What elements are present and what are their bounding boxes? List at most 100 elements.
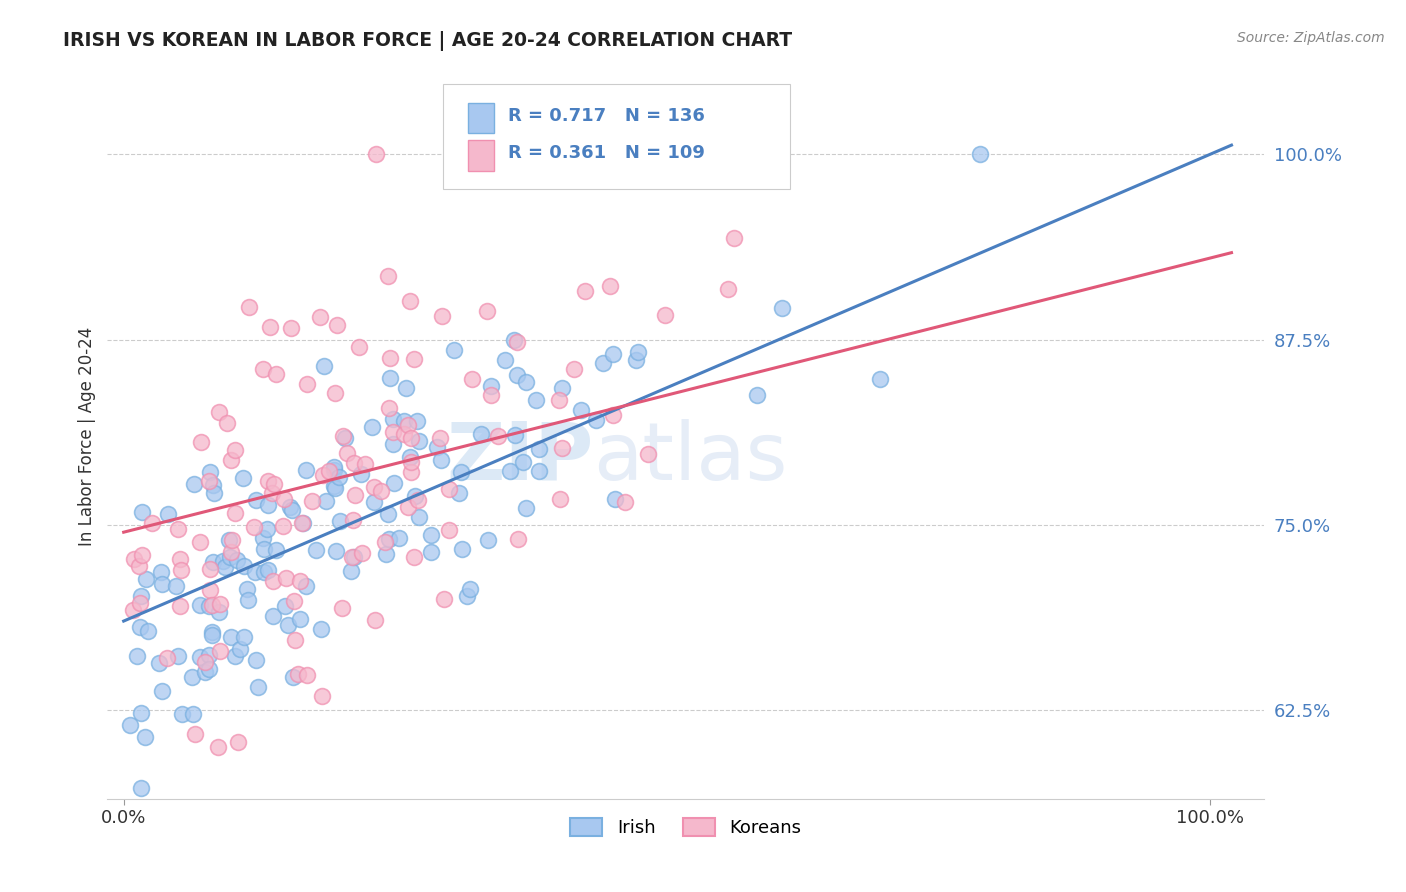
Point xyxy=(273,492,295,507)
Point xyxy=(574,284,596,298)
Point xyxy=(322,460,344,475)
Point xyxy=(315,494,337,508)
Point xyxy=(499,464,522,478)
Point xyxy=(280,321,302,335)
Point xyxy=(253,565,276,579)
Point xyxy=(382,412,405,426)
Point xyxy=(215,416,238,430)
Point xyxy=(439,523,461,537)
Point xyxy=(364,147,387,161)
Point xyxy=(224,442,246,457)
Point xyxy=(121,603,143,617)
Point xyxy=(477,533,499,548)
Point xyxy=(340,549,363,564)
Point xyxy=(458,582,481,596)
Point xyxy=(336,445,359,459)
Point xyxy=(141,516,163,530)
Point xyxy=(311,467,333,482)
Point xyxy=(197,648,219,662)
Point xyxy=(486,429,509,443)
Point xyxy=(273,599,295,614)
Point xyxy=(388,531,411,545)
Point xyxy=(551,381,574,395)
Point xyxy=(627,345,650,359)
Point xyxy=(208,597,231,611)
Text: ZIP: ZIP xyxy=(446,418,593,497)
Point xyxy=(256,522,278,536)
Point xyxy=(399,465,422,479)
Point xyxy=(129,620,152,634)
Point xyxy=(481,388,503,402)
Point xyxy=(157,507,180,521)
Point xyxy=(350,467,373,481)
Point xyxy=(408,510,430,524)
Point xyxy=(505,368,527,382)
Point xyxy=(207,739,229,754)
Point xyxy=(378,401,401,415)
Legend: Irish, Koreans: Irish, Koreans xyxy=(562,811,808,844)
Point xyxy=(259,320,281,334)
Point xyxy=(170,563,193,577)
Point xyxy=(198,561,221,575)
Point xyxy=(605,491,627,506)
Point xyxy=(219,550,242,565)
Point xyxy=(323,482,346,496)
Bar xyxy=(468,103,494,133)
Point xyxy=(349,341,371,355)
Point xyxy=(613,494,636,508)
Point xyxy=(207,405,229,419)
Point xyxy=(437,482,460,496)
Point xyxy=(188,534,211,549)
Point xyxy=(377,532,399,546)
Point xyxy=(429,431,451,445)
Point xyxy=(562,362,585,376)
Point xyxy=(395,381,418,395)
Point xyxy=(122,552,145,566)
Text: R = 0.717   N = 136: R = 0.717 N = 136 xyxy=(508,107,704,125)
Point xyxy=(202,486,225,500)
Point xyxy=(257,474,280,488)
Point xyxy=(502,333,524,347)
Point xyxy=(770,301,793,315)
Point xyxy=(125,649,148,664)
Point xyxy=(432,309,454,323)
Point xyxy=(508,532,530,546)
Point xyxy=(225,553,247,567)
Point xyxy=(304,542,326,557)
Point xyxy=(318,464,340,478)
Point xyxy=(332,429,354,443)
Point xyxy=(399,294,422,309)
Point xyxy=(340,564,363,578)
Point xyxy=(406,414,429,428)
Text: Source: ZipAtlas.com: Source: ZipAtlas.com xyxy=(1237,31,1385,45)
Point xyxy=(494,352,516,367)
Point xyxy=(202,478,225,492)
Point xyxy=(380,371,402,385)
Point xyxy=(165,579,187,593)
Point xyxy=(599,279,621,293)
Point xyxy=(283,594,305,608)
Point xyxy=(233,630,256,644)
Point xyxy=(201,598,224,612)
Point xyxy=(363,480,385,494)
Point xyxy=(524,392,547,407)
Point xyxy=(624,353,647,368)
Point xyxy=(322,478,344,492)
Point xyxy=(512,455,534,469)
Point xyxy=(344,488,367,502)
Point xyxy=(392,426,415,441)
Point xyxy=(392,414,415,428)
Point xyxy=(180,670,202,684)
Point xyxy=(745,388,768,402)
Point xyxy=(309,622,332,636)
Point xyxy=(232,471,254,485)
Point xyxy=(219,630,242,644)
Point xyxy=(120,718,142,732)
Point xyxy=(135,573,157,587)
Point xyxy=(236,582,259,596)
Point xyxy=(551,441,574,455)
Point xyxy=(292,516,315,531)
Point xyxy=(420,544,443,558)
Point xyxy=(354,457,377,471)
Point xyxy=(548,392,571,407)
